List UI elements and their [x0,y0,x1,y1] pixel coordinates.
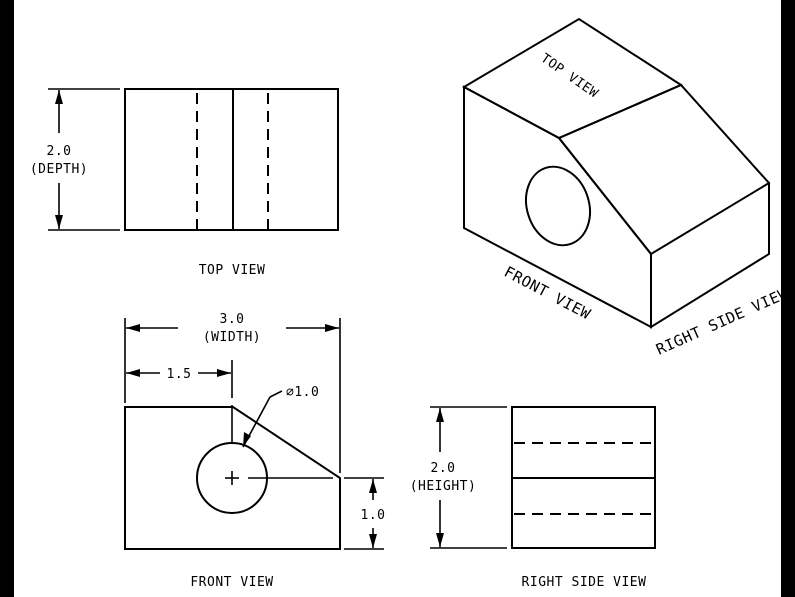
top-view: 2.0 (DEPTH) TOP VIEW [30,88,339,278]
depth-arrow-bottom [55,215,63,229]
height-arrow-top [436,408,444,422]
hole-leader-arrow [243,432,251,447]
iso-step-edge [649,181,771,256]
step-arrow-bottom [369,534,377,548]
offset-value: 1.5 [167,367,192,382]
paper [14,0,781,597]
front-view-outline [124,406,341,550]
hole-diameter-value: ⌀1.0 [286,385,319,400]
front-view-label: FRONT VIEW [190,575,273,590]
step-arrow-top [369,479,377,493]
width-arrow-left [126,324,140,332]
width-dimension: 3.0 (WIDTH) [124,312,341,473]
right-side-view: 2.0 (HEIGHT) RIGHT SIDE VIEW [410,406,656,590]
height-name: (HEIGHT) [410,479,477,494]
step-dimension: 1.0 [344,477,386,550]
height-value: 2.0 [431,461,456,476]
front-view: 3.0 (WIDTH) 1.5 ⌀1.0 1.0 [124,312,386,590]
top-view-outline [124,88,339,231]
height-dimension: 2.0 (HEIGHT) [410,406,507,549]
width-name: (WIDTH) [203,330,261,345]
offset-arrow-right [217,369,231,377]
offset-arrow-left [126,369,140,377]
top-view-label: TOP VIEW [199,263,266,278]
width-arrow-right [325,324,339,332]
width-value: 3.0 [220,312,245,327]
height-arrow-bottom [436,533,444,547]
offset-dimension: 1.5 [126,360,233,398]
right-side-view-label: RIGHT SIDE VIEW [522,575,647,590]
depth-arrow-top [55,90,63,104]
iso-hole [525,165,591,247]
step-value: 1.0 [361,508,386,523]
depth-dimension: 2.0 (DEPTH) [30,88,120,231]
depth-name: (DEPTH) [30,162,88,177]
depth-value: 2.0 [47,144,72,159]
hole-leader: ⌀1.0 [242,385,319,448]
